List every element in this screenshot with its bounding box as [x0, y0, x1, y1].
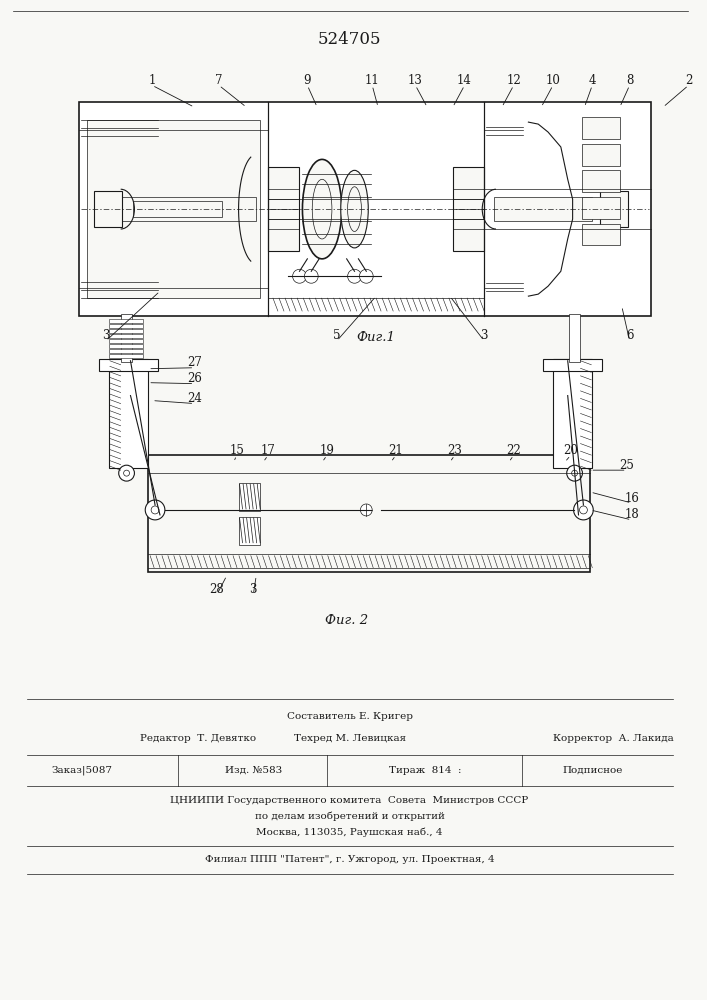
Text: Фиг.1: Фиг.1 — [357, 331, 395, 344]
Bar — [134, 201, 222, 217]
Text: 6: 6 — [626, 329, 633, 342]
Ellipse shape — [312, 179, 332, 239]
Bar — [568, 314, 580, 362]
Text: Подписное: Подписное — [562, 766, 622, 775]
Bar — [452, 167, 484, 251]
Bar — [109, 359, 148, 468]
Text: 2: 2 — [685, 74, 692, 87]
Bar — [109, 354, 144, 358]
Text: 26: 26 — [187, 372, 201, 385]
Text: Москва, 113035, Раушская наб., 4: Москва, 113035, Раушская наб., 4 — [257, 827, 443, 837]
Circle shape — [151, 506, 159, 514]
Text: 524705: 524705 — [318, 31, 381, 48]
Text: Заказ|5087: Заказ|5087 — [52, 766, 113, 775]
Text: 14: 14 — [457, 74, 472, 87]
Bar — [583, 170, 620, 192]
Circle shape — [572, 470, 578, 476]
Text: 20: 20 — [563, 444, 578, 457]
Bar — [109, 324, 144, 328]
Text: 3: 3 — [250, 583, 257, 596]
Text: 9: 9 — [303, 74, 311, 87]
Text: 19: 19 — [320, 444, 334, 457]
Text: 17: 17 — [261, 444, 276, 457]
Circle shape — [293, 269, 306, 283]
Bar — [109, 349, 144, 353]
Text: 15: 15 — [229, 444, 244, 457]
Ellipse shape — [348, 187, 361, 232]
Text: Филиал ППП "Патент", г. Ужгород, ул. Проектная, 4: Филиал ППП "Патент", г. Ужгород, ул. Про… — [205, 855, 494, 864]
Bar — [553, 359, 592, 468]
Bar — [79, 102, 651, 316]
Text: 12: 12 — [506, 74, 521, 87]
Bar — [121, 314, 132, 362]
Circle shape — [305, 269, 318, 283]
Text: 3: 3 — [103, 329, 110, 342]
Bar — [99, 359, 158, 371]
Circle shape — [348, 269, 361, 283]
Bar — [109, 334, 144, 338]
Text: 5: 5 — [333, 329, 341, 342]
Bar — [109, 329, 144, 333]
Circle shape — [359, 269, 373, 283]
Text: 4: 4 — [588, 74, 596, 87]
Bar — [87, 120, 260, 298]
Text: 3: 3 — [481, 329, 488, 342]
Text: Фиг. 2: Фиг. 2 — [325, 614, 368, 627]
Bar — [583, 117, 620, 139]
Text: 7: 7 — [215, 74, 223, 87]
Text: 8: 8 — [626, 74, 633, 87]
Bar — [109, 319, 144, 323]
Text: 11: 11 — [365, 74, 380, 87]
Text: 13: 13 — [408, 74, 423, 87]
Text: 24: 24 — [187, 392, 201, 405]
Ellipse shape — [341, 170, 368, 248]
Bar — [238, 517, 260, 545]
Text: 27: 27 — [187, 356, 201, 369]
Bar — [119, 197, 256, 221]
Text: Изд. №583: Изд. №583 — [225, 766, 282, 775]
Text: Техред М. Левицкая: Техред М. Левицкая — [293, 734, 406, 743]
Text: 23: 23 — [448, 444, 462, 457]
Text: 18: 18 — [624, 508, 639, 521]
Text: по делам изобретений и открытий: по делам изобретений и открытий — [255, 811, 445, 821]
Text: 16: 16 — [624, 492, 639, 505]
Text: 28: 28 — [209, 583, 224, 596]
Text: ЦНИИПИ Государственного комитета  Совета  Министров СССР: ЦНИИПИ Государственного комитета Совета … — [170, 796, 529, 805]
Text: 21: 21 — [388, 444, 403, 457]
Bar — [148, 455, 590, 572]
Text: 1: 1 — [148, 74, 156, 87]
Circle shape — [119, 465, 134, 481]
Bar — [109, 339, 144, 343]
Bar — [583, 144, 620, 166]
Bar — [583, 224, 620, 245]
Circle shape — [573, 500, 593, 520]
Circle shape — [361, 504, 372, 516]
Bar — [94, 191, 122, 227]
Text: Редактор  Т. Девятко: Редактор Т. Девятко — [140, 734, 257, 743]
Bar — [238, 483, 260, 511]
Text: 22: 22 — [506, 444, 521, 457]
Ellipse shape — [303, 159, 341, 259]
Text: 10: 10 — [546, 74, 561, 87]
Circle shape — [124, 470, 129, 476]
Text: Корректор  А. Лакида: Корректор А. Лакида — [553, 734, 674, 743]
Circle shape — [580, 506, 588, 514]
Text: Составитель Е. Кригер: Составитель Е. Кригер — [286, 712, 413, 721]
Bar — [109, 344, 144, 348]
Circle shape — [567, 465, 583, 481]
Bar — [583, 197, 620, 219]
Text: Тираж  814  :: Тираж 814 : — [389, 766, 462, 775]
Bar — [600, 191, 628, 227]
Circle shape — [145, 500, 165, 520]
Bar — [268, 167, 300, 251]
Text: 25: 25 — [619, 459, 634, 472]
Bar — [543, 359, 602, 371]
Bar — [494, 197, 592, 221]
